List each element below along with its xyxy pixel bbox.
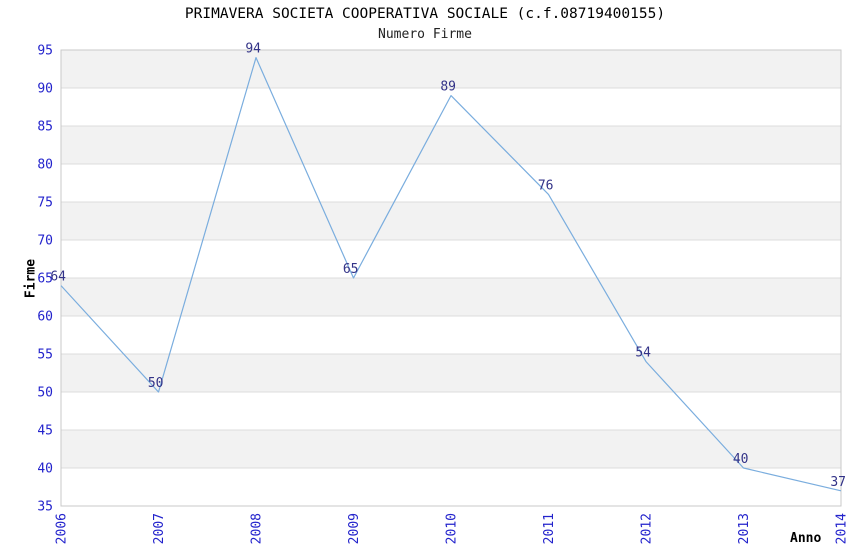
data-label: 64 [50,270,66,285]
plot-border [60,49,842,507]
x-axis-label: Anno [790,531,822,546]
data-label: 37 [830,475,846,490]
plot-band [61,468,841,506]
y-tick-label: 40 [37,462,53,477]
data-line [60,56,842,492]
plot-band [61,240,841,278]
plot-band [61,126,841,164]
data-label: 76 [538,178,554,193]
x-tick-label: 2012 [640,513,655,544]
y-tick-label: 45 [37,424,53,439]
plot-band [61,164,841,202]
x-tick-label: 2014 [835,513,850,544]
plot-band [61,430,841,468]
plot-band [61,278,841,316]
y-tick-label: 50 [37,386,53,401]
y-axis-label: Firme [23,258,39,299]
y-tick-label: 95 [37,44,53,59]
y-tick-label: 80 [37,158,53,173]
x-tick-label: 2006 [55,513,70,544]
y-tick-label: 55 [37,348,53,363]
data-label: 65 [343,262,359,277]
x-tick-label: 2010 [445,513,460,544]
plot-band [61,316,841,354]
plot-band [61,50,841,88]
data-label: 40 [733,452,749,467]
y-tick-label: 75 [37,196,53,211]
x-tick-label: 2008 [250,513,265,544]
y-tick-label: 90 [37,82,53,97]
x-tick-label: 2007 [152,513,167,544]
y-tick-label: 35 [37,500,53,515]
data-label: 54 [635,346,651,361]
plot-band [61,202,841,240]
x-tick-label: 2011 [542,513,557,544]
x-tick-label: 2013 [737,513,752,544]
plot-band [61,88,841,126]
chart-title: PRIMAVERA SOCIETA COOPERATIVA SOCIALE (c… [184,6,666,22]
x-tick-label: 2009 [347,513,362,544]
chart-subtitle: Numero Firme [378,27,472,42]
data-label: 94 [245,42,261,57]
y-tick-label: 60 [37,310,53,325]
data-label: 50 [148,376,164,391]
plot-band [61,392,841,430]
plot-band [61,354,841,392]
data-label: 89 [440,80,456,95]
y-tick-label: 65 [37,272,53,287]
y-tick-label: 70 [37,234,53,249]
y-tick-label: 85 [37,120,53,135]
